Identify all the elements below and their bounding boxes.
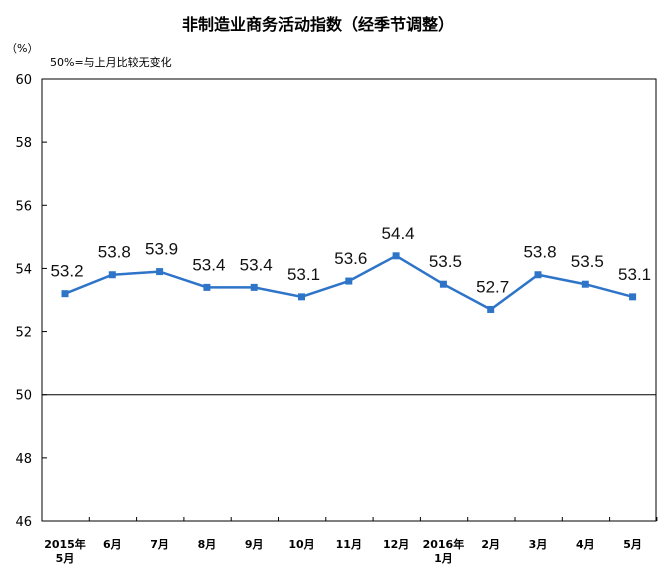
plot-frame bbox=[41, 78, 657, 522]
data-label: 53.9 bbox=[145, 240, 178, 259]
data-label: 53.4 bbox=[192, 255, 225, 274]
y-tick-label: 58 bbox=[15, 136, 32, 151]
x-tick-label: 4月 bbox=[576, 538, 595, 551]
data-label: 53.4 bbox=[240, 255, 273, 274]
y-tick-label: 48 bbox=[15, 452, 32, 467]
x-tick-label: 12月 bbox=[383, 538, 409, 551]
data-label: 54.4 bbox=[382, 224, 415, 243]
data-point bbox=[534, 271, 542, 279]
data-labels: 53.2 53.8 53.9 53.4 53.4 53.1 53.6 54.4 53.5 52.7… bbox=[50, 224, 651, 297]
y-tick-label: 60 bbox=[15, 73, 32, 88]
data-label: 53.8 bbox=[98, 243, 131, 262]
data-point bbox=[156, 268, 164, 276]
data-point bbox=[61, 290, 69, 298]
x-tick-label: 2月 bbox=[481, 538, 500, 551]
data-points bbox=[61, 252, 637, 313]
chart-title: 非制造业商务活动指数（经季节调整） bbox=[182, 15, 454, 34]
data-label: 53.5 bbox=[571, 252, 604, 271]
x-tick-label: 6月 bbox=[103, 538, 122, 551]
data-point bbox=[392, 252, 400, 260]
data-point bbox=[345, 277, 353, 285]
data-label: 53.1 bbox=[618, 265, 651, 284]
y-tick-label: 46 bbox=[15, 515, 32, 530]
data-point bbox=[581, 280, 589, 288]
x-tick-label: 7月 bbox=[150, 538, 169, 551]
x-tick-label: 5月 bbox=[56, 552, 75, 564]
reference-note: 50%=与上月比较无变化 bbox=[50, 55, 172, 69]
y-tick-label: 50 bbox=[15, 389, 32, 404]
data-point bbox=[298, 293, 305, 301]
unit-label: （%） bbox=[6, 42, 38, 55]
x-tick-label: 8月 bbox=[198, 538, 217, 551]
x-tick-label: 9月 bbox=[245, 538, 264, 551]
y-tick-label: 52 bbox=[15, 326, 32, 341]
y-tick-label: 54 bbox=[15, 262, 32, 277]
data-point bbox=[250, 283, 258, 291]
x-tick-label: 2015年 bbox=[44, 537, 86, 551]
x-tick-label: 10月 bbox=[288, 538, 314, 551]
y-tick-label: 56 bbox=[15, 199, 32, 214]
data-label: 52.7 bbox=[476, 277, 509, 296]
data-point bbox=[439, 280, 447, 288]
data-label: 53.5 bbox=[429, 252, 462, 271]
data-label: 53.2 bbox=[50, 262, 83, 281]
data-label: 53.1 bbox=[287, 265, 320, 284]
data-point bbox=[487, 305, 495, 313]
data-point bbox=[629, 293, 637, 301]
x-tick-label: 2016年 bbox=[423, 537, 465, 551]
data-label: 53.6 bbox=[334, 249, 367, 268]
x-tick-label: 1月 bbox=[434, 552, 453, 564]
data-point bbox=[108, 271, 116, 279]
x-tick-label: 5月 bbox=[623, 538, 642, 551]
x-tick-label: 11月 bbox=[336, 538, 362, 551]
x-tick-label: 3月 bbox=[529, 538, 548, 551]
data-point bbox=[203, 283, 211, 291]
y-axis-ticks: 46 48 50 52 54 56 58 60 bbox=[15, 73, 47, 530]
data-label: 53.8 bbox=[523, 243, 556, 262]
